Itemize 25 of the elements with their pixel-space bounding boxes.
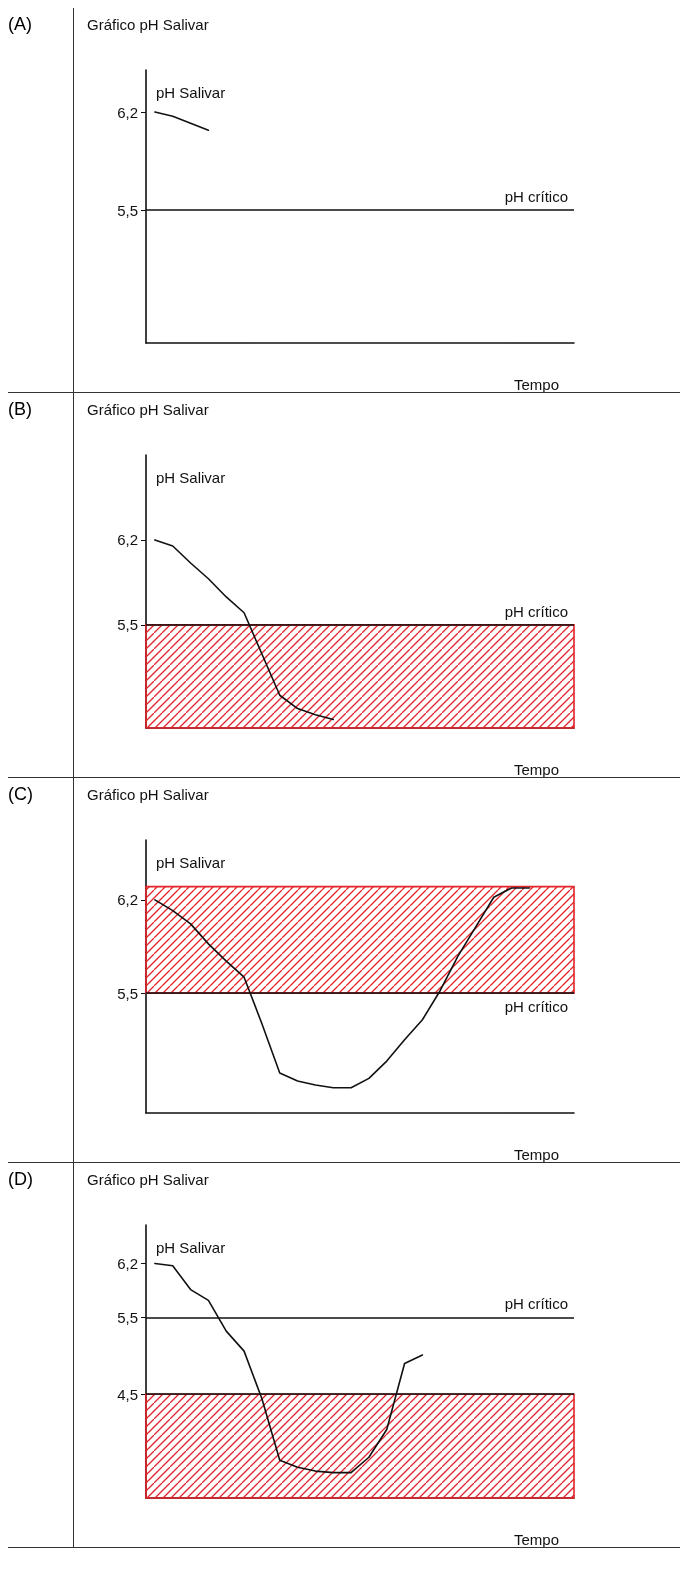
y-tick-label: 5,5 [117, 984, 138, 1002]
text: (D) [8, 1169, 34, 1190]
y-tick-label: 6,2 [117, 531, 138, 549]
ref-line-label: pH crítico [504, 998, 568, 1016]
y-tick-label: 5,5 [117, 201, 138, 219]
chart-title: Gráfico pH Salivar [87, 1171, 209, 1188]
text: (A) [8, 14, 33, 35]
y-tick-label: 6,2 [117, 1254, 138, 1272]
ref-line-label: pH crítico [504, 188, 568, 205]
y-tick-label: 4,5 [117, 1385, 138, 1403]
y-tick-label: 5,5 [117, 1308, 138, 1326]
ref-line-label: pH crítico [504, 602, 568, 620]
chart-title: Gráfico pH Salivar [87, 16, 209, 33]
y-tick-label: 5,5 [117, 616, 138, 634]
y-axis-title: pH Salivar [156, 84, 226, 101]
y-axis-title: pH Salivar [156, 1239, 226, 1256]
text: (B) [8, 399, 33, 420]
chart-title: Gráfico pH Salivar [87, 786, 209, 803]
y-axis-title: pH Salivar [156, 854, 226, 871]
chart-title: Gráfico pH Salivar [87, 401, 209, 418]
y-axis-title: pH Salivar [156, 469, 226, 486]
y-tick-label: 6,2 [117, 103, 138, 121]
text: (C) [8, 784, 34, 805]
ref-line-label: pH crítico [504, 1295, 568, 1313]
y-tick-label: 6,2 [117, 891, 138, 909]
